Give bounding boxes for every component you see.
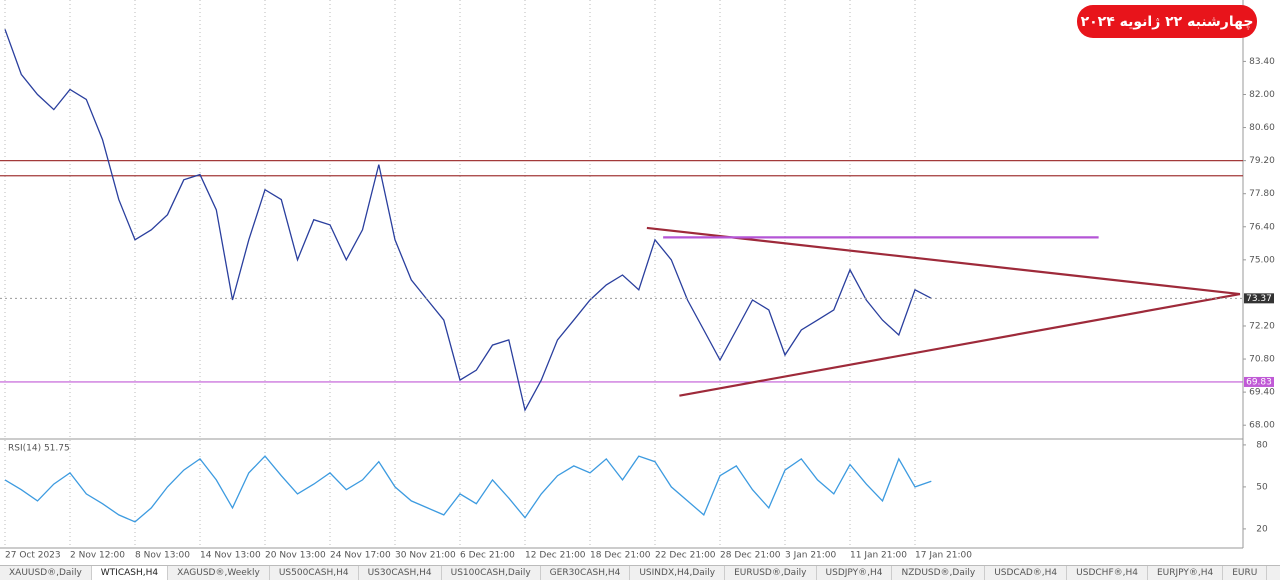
indicator-label: RSI(14) 51.75 — [8, 444, 70, 454]
y-tick-label: 79.20 — [1249, 156, 1275, 166]
y-tick-label: 75.00 — [1249, 255, 1275, 265]
trend-line — [679, 293, 1241, 397]
chart-tab[interactable]: EURUSD®,Daily — [725, 566, 817, 580]
chart-tab[interactable]: XAGUSD®,Weekly — [168, 566, 270, 580]
series-line — [4, 29, 932, 412]
date-badge: چهارشنبه ۲۲ ژانویه ۲۰۲۴ — [1077, 5, 1257, 38]
price-tag — [1244, 293, 1274, 304]
x-tick-label: 8 Nov 13:00 — [135, 551, 190, 561]
chart-tab[interactable]: US30CASH,H4 — [359, 566, 442, 580]
y-tick-label: 82.00 — [1249, 90, 1275, 100]
x-tick-label: 14 Nov 13:00 — [200, 551, 261, 561]
x-tick-label: 17 Jan 21:00 — [915, 551, 972, 561]
chart-tab[interactable]: GER30CASH,H4 — [541, 566, 631, 580]
x-tick-label: 3 Jan 21:00 — [785, 551, 837, 561]
chart-tab[interactable]: EURJPY®,H4 — [1148, 566, 1224, 580]
chart: 83.40 82.00 80.60 79.20 77.80 76.40 75.00 72.20… — [0, 0, 1275, 561]
y-tick-label: 70.80 — [1249, 355, 1275, 365]
y-tick-label: 83.40 — [1249, 57, 1275, 67]
chart-tab[interactable]: US500CASH,H4 — [270, 566, 359, 580]
x-tick-label: 30 Nov 21:00 — [395, 551, 456, 561]
price-tag-label: 69.83 — [1246, 377, 1272, 387]
x-tick-label: 2 Nov 12:00 — [70, 551, 125, 561]
chart-background — [0, 0, 1243, 548]
chart-tab[interactable]: USDCHF®,H4 — [1067, 566, 1148, 580]
series-line — [4, 455, 932, 523]
x-tick-label: 18 Dec 21:00 — [590, 551, 651, 561]
chart-tab[interactable]: USDJPY®,H4 — [817, 566, 893, 580]
chart-tab[interactable]: USDCAD®,H4 — [985, 566, 1068, 580]
chart-tab[interactable]: NZDUSD®,Daily — [892, 566, 986, 580]
x-tick-label: 20 Nov 13:00 — [265, 551, 326, 561]
x-tick-label: 12 Dec 21:00 — [525, 551, 586, 561]
x-tick-label: 28 Dec 21:00 — [720, 551, 781, 561]
x-tick-label: 27 Oct 2023 — [5, 551, 61, 561]
trend-line — [646, 226, 1241, 296]
y-tick-label: 69.40 — [1249, 388, 1275, 398]
chart-tab[interactable]: US100CASH,Daily — [442, 566, 541, 580]
y-tick-label: 77.80 — [1249, 189, 1275, 199]
y-tick-label: 80 — [1256, 440, 1268, 450]
y-tick-label: 68.00 — [1249, 421, 1275, 431]
x-tick-label: 11 Jan 21:00 — [850, 551, 907, 561]
y-tick-label: 20 — [1256, 524, 1268, 534]
chart-tab[interactable]: WTICASH,H4 — [91, 566, 169, 580]
y-tick-label: 50 — [1256, 482, 1268, 492]
tab-bar: XAUUSD®,Daily WTICASH,H4 XAGUSD®,Weekly US5… — [0, 565, 1280, 580]
y-tick-label: 80.60 — [1249, 123, 1275, 133]
y-tick-label: 72.20 — [1249, 321, 1275, 331]
price-tag — [1244, 376, 1274, 387]
chart-tab[interactable]: XAUUSD®,Daily — [0, 566, 92, 580]
price-tag-label: 73.37 — [1246, 294, 1272, 304]
x-tick-label: 6 Dec 21:00 — [460, 551, 515, 561]
y-tick-label: 76.40 — [1249, 222, 1275, 232]
chart-tab[interactable]: EURU — [1223, 566, 1268, 580]
x-tick-label: 22 Dec 21:00 — [655, 551, 716, 561]
x-tick-label: 24 Nov 17:00 — [330, 551, 391, 561]
chart-tab[interactable]: USINDX,H4,Daily — [630, 566, 726, 580]
